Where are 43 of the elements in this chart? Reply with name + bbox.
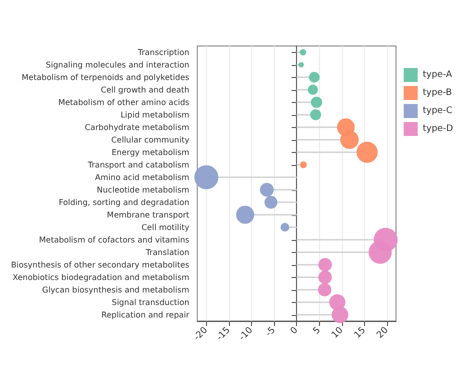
y-tick-label: Biosynthesis of other secondary metabolites [10,260,190,270]
y-tick-label: Cellular community [111,135,190,144]
y-tick-label: Signal transduction [112,298,190,307]
point [332,306,348,324]
y-tick-label: Transport and catabolism [86,160,190,170]
y-tick-label: Metabolism of cofactors and vitamins [38,235,190,244]
legend-label: type-D [422,124,454,134]
y-tick-label: Cell growth and death [100,85,190,94]
legend-label: type-C [422,106,452,116]
y-tick-label: Lipid metabolism [120,110,190,120]
y-tick-label: Replication and repair [101,310,190,320]
y-tick-label: Translation [144,248,190,257]
point [340,130,359,149]
legend-label: type-A [422,70,453,80]
y-tick-label: Nucleotide metabolism [96,185,190,194]
point [308,84,318,95]
y-tick-label: Carbohydrate metabolism [84,122,190,132]
x-tick-label: 20 [375,325,391,341]
x-tick-label: 0 [289,325,300,337]
y-tick-label: Membrane transport [106,210,190,220]
x-tick-label: -10 [238,325,256,343]
x-tick-label: 15 [352,325,368,341]
point [310,96,322,108]
point [264,196,278,209]
y-tick-label: Glycan biosynthesis and metabolism [42,285,190,294]
y-tick-label: Amino acid metabolism [95,172,190,182]
x-tick-label: 10 [330,325,346,341]
y-tick-label: Xenobiotics biodegradation and metabolism [12,272,190,282]
legend-label: type-B [422,88,452,98]
x-tick-label: -15 [215,325,232,343]
y-tick-label: Signaling molecules and interaction [46,60,190,70]
point [310,109,322,120]
y-tick-label: Energy metabolism [112,148,190,157]
y-tick-label: Metabolism of terpenoids and polyketides [22,72,190,82]
y-tick-label: Metabolism of other amino acids [58,98,190,107]
y-tick-label: Transcription [136,48,190,57]
x-tick-label: -5 [264,325,278,339]
y-tick-label: Cell motility [141,222,190,232]
x-tick-label: -20 [192,325,210,343]
point [308,72,320,83]
x-tick-label: 5 [312,325,323,337]
point [260,182,274,197]
y-tick-label: Folding, sorting and degradation [58,198,190,207]
